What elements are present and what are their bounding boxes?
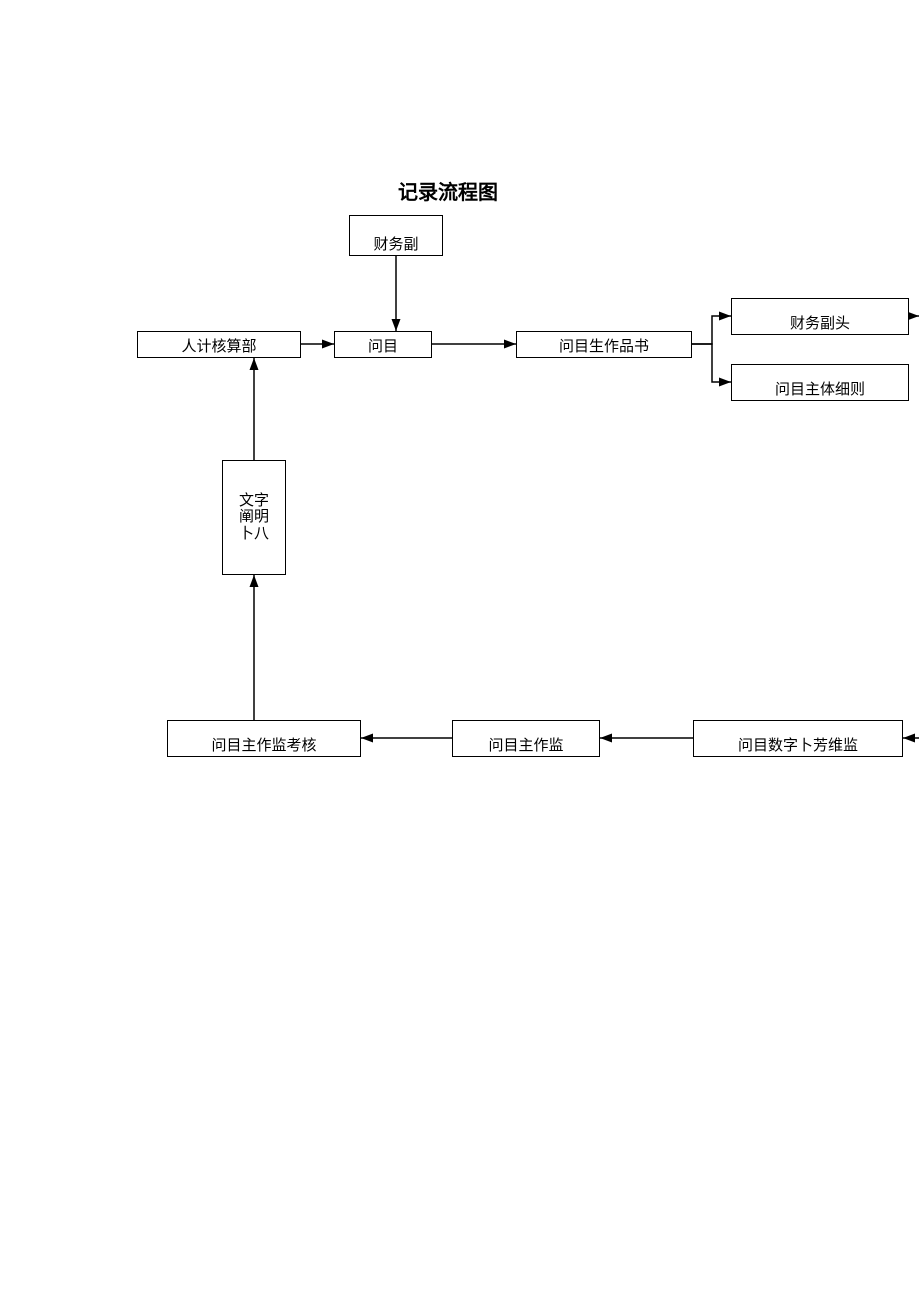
node-label: 财务副头 [790, 316, 850, 333]
node-n_mid: 文字 阐明 卜八 [222, 460, 286, 575]
edge [692, 344, 731, 382]
node-n_d1: 财务副头 [731, 298, 909, 335]
node-n_a: 人计核算部 [137, 331, 301, 358]
node-n_c: 问目生作品书 [516, 331, 692, 358]
edge [692, 316, 731, 344]
node-label: 财务副 [373, 237, 418, 254]
node-n_e: 问目主作监考核 [167, 720, 361, 757]
node-label: 问目 [368, 339, 398, 356]
node-n_b: 问目 [334, 331, 432, 358]
node-label: 问目主作监 [488, 738, 563, 755]
node-n_f: 问目主作监 [452, 720, 600, 757]
diagram-title: 记录流程图 [398, 176, 498, 205]
node-label: 问目主体细则 [775, 382, 865, 399]
node-label: 问目主作监考核 [211, 738, 316, 755]
node-n_d2: 问目主体细则 [731, 364, 909, 401]
node-n_g: 问目数字卜芳维监 [693, 720, 903, 757]
node-n_top: 财务副 [349, 215, 443, 256]
node-label: 问目数字卜芳维监 [738, 738, 858, 755]
node-label: 人计核算部 [181, 339, 256, 356]
node-label: 问目生作品书 [559, 339, 649, 356]
node-label: 文字 阐明 卜八 [239, 493, 269, 543]
flowchart-canvas: 记录流程图 财务副人计核算部 问目 问目生作品书 财务副头问目主体细则文字 阐明 卜八… [0, 0, 920, 1302]
